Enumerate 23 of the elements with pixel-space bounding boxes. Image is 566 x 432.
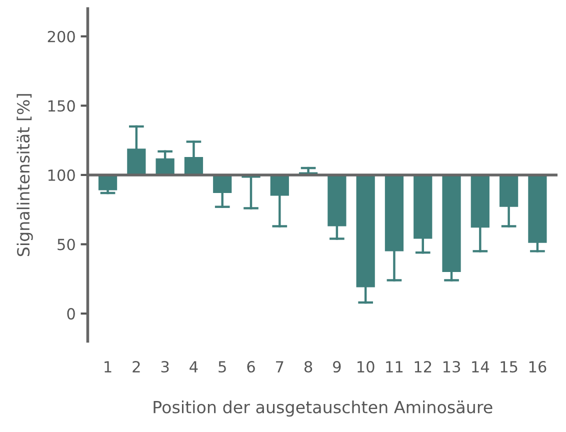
y-tick-label: 100 — [48, 169, 75, 181]
x-tick-label: 16 — [529, 360, 546, 373]
y-tick-label: 150 — [48, 100, 75, 112]
y-tick-label: 200 — [48, 30, 75, 42]
x-tick-label: 11 — [386, 361, 403, 372]
x-tick-label: 13 — [443, 360, 460, 373]
x-tick-label: 14 — [472, 361, 490, 372]
x-tick-label: 6 — [247, 360, 255, 373]
x-tick-label: 10 — [358, 360, 374, 373]
y-tick-label: 50 — [58, 238, 75, 250]
y-tick-label: 0 — [67, 308, 75, 320]
x-tick-label: 12 — [414, 360, 432, 372]
x-tick-label: 7 — [276, 361, 284, 372]
x-tick-label: 2 — [132, 360, 140, 372]
x-tick-label: 4 — [190, 361, 198, 372]
y-axis-title: Signalintensität [%] — [16, 94, 33, 256]
x-tick-label: 1 — [104, 361, 112, 372]
x-tick-label: 5 — [218, 361, 226, 373]
x-tick-label: 15 — [500, 361, 518, 373]
x-axis-title: Position der ausgetauschten Aminosäure — [154, 400, 492, 417]
x-tick-label: 8 — [304, 360, 312, 373]
x-tick-label: 9 — [333, 360, 341, 373]
x-tick-label: 3 — [161, 360, 169, 373]
